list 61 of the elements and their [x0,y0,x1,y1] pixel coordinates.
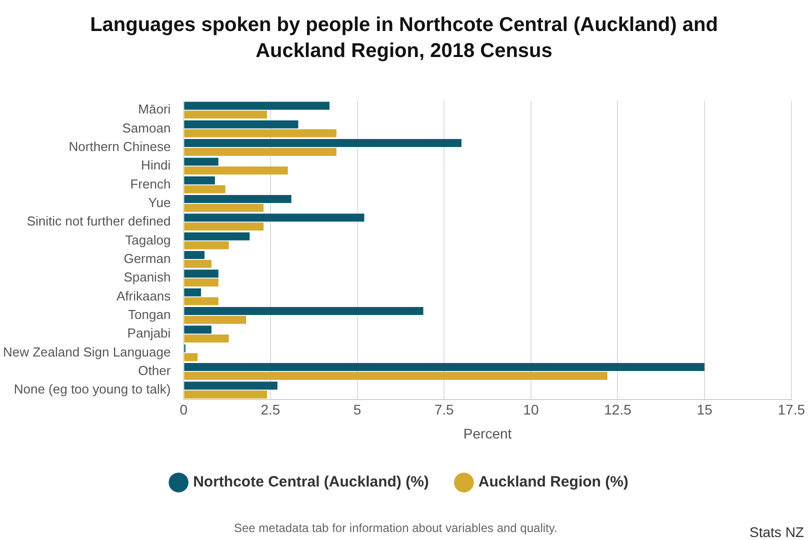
y-tick-label: Northern Chinese [68,139,171,154]
y-tick-label: Hindi [141,158,171,173]
y-tick-label: New Zealand Sign Language [2,344,171,360]
bar [184,270,218,278]
y-tick-label: Panjabi [127,326,171,341]
bar [184,139,462,148]
bar [184,241,229,250]
y-tick-label: Spanish [124,270,171,285]
bar [184,102,330,110]
bar [184,222,264,231]
bar [184,288,202,296]
bar [184,316,246,324]
x-tick-label: 15 [696,402,713,418]
bar [184,176,215,184]
y-tick-label: Māori [138,102,171,117]
bar [184,382,278,390]
y-tick-label: Yue [148,195,171,210]
bar [184,260,212,268]
x-tick-label: 12.5 [604,402,632,418]
bar [184,334,229,343]
chart-title: Languages spoken by people in Northcote Central (Auckland) and Auckland Region, 2018 Census [89,13,719,64]
bar [184,390,268,398]
bar [184,110,268,119]
bar [184,326,212,334]
bar [184,232,250,240]
bar [184,214,364,222]
x-tick-label: 17.5 [778,402,806,418]
y-tick-label: Other [138,362,172,378]
bar [184,362,705,371]
x-axis-title: Percent [463,425,512,442]
bar [184,204,264,212]
bar [184,129,336,138]
y-tick-label: Tagalog [125,232,171,248]
bar [184,278,218,287]
x-tick-label: 5 [353,402,362,418]
legend-label: Auckland Region (%) [478,474,628,491]
y-tick-label: French [130,176,171,192]
bar [184,372,608,380]
x-tick-label: 10 [523,402,539,418]
x-tick-label: 7.5 [434,402,454,418]
text: See metadata tab for information about variables and quality. [234,521,558,535]
bar [184,297,218,306]
bar [184,158,218,166]
y-tick-label: Afrikaans [116,288,172,304]
bar [184,185,226,194]
y-tick-label: Samoan [122,120,171,136]
bar [184,195,292,203]
bar [184,166,288,175]
x-tick-label: 2.5 [260,402,280,418]
y-tick-label: Tongan [128,306,171,322]
bar [184,251,205,259]
y-tick-label: German [124,251,171,266]
bar [184,148,336,156]
y-tick-label: Sinitic not further defined [26,214,171,229]
legend-label: Northcote Central (Auckland) (%) [193,474,429,491]
bar [184,120,298,128]
x-tick-label: 0 [180,402,188,418]
text: Stats NZ [750,524,804,540]
bar [184,307,424,315]
bar [184,353,198,362]
y-tick-label: None (eg too young to talk) [14,382,171,397]
